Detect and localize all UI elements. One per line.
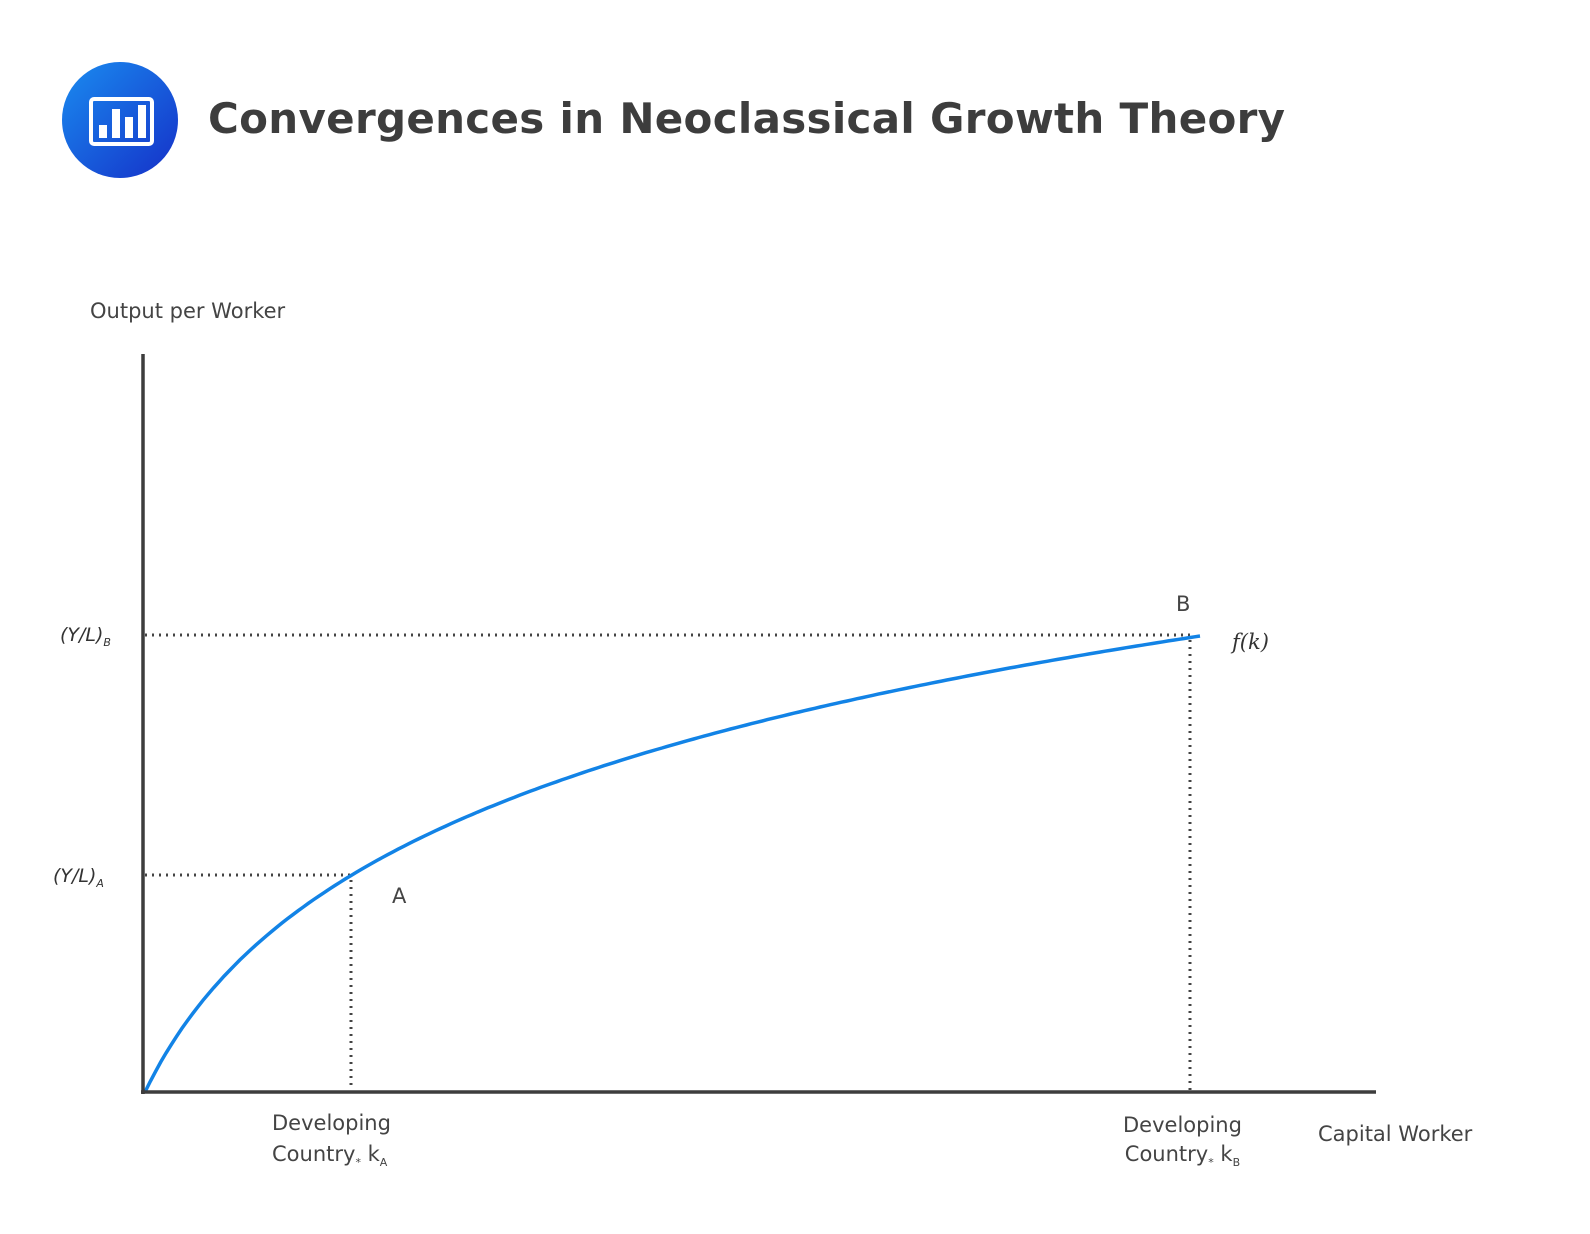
x-axis-label: Capital Worker [1318,1122,1473,1146]
y-tick-a: (Y/L)A [53,865,104,890]
curve-label: f(k) [1232,630,1269,654]
y-axis-label: Output per Worker [90,299,286,323]
production-function-curve [143,634,1201,1093]
point-a-label: A [392,884,407,908]
page-title: Convergences in Neoclassical Growth Theo… [208,94,1286,143]
y-tick-b: (Y/L)B [60,624,111,649]
bar-chart-icon [62,62,178,178]
x-tick-a: Developing Country* kA [272,1111,391,1170]
x-tick-b: Developing Country* kB [1123,1113,1242,1170]
point-b-label: B [1176,592,1191,616]
